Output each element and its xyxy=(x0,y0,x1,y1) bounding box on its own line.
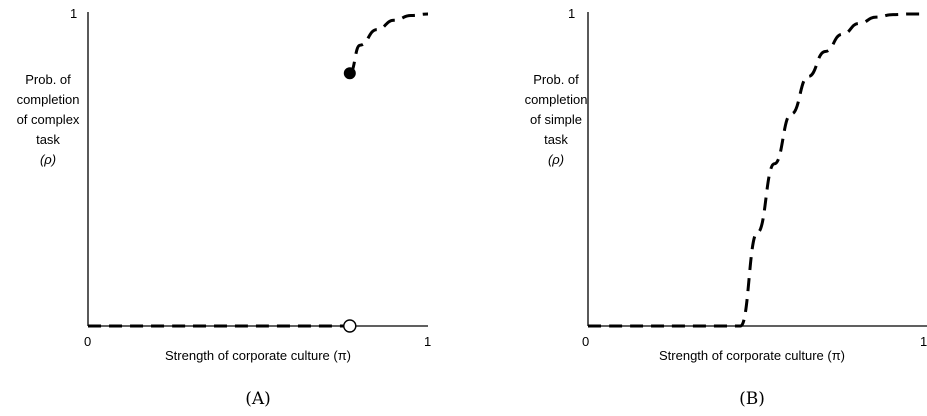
y-axis-label-line-1-b: Prob. of xyxy=(533,72,579,87)
x-tick-0-a: 0 xyxy=(84,334,91,349)
panel-b: 1 0 1 Strength of corporate culture (π) … xyxy=(525,6,927,409)
x-tick-1-a: 1 xyxy=(424,334,431,349)
y-tick-1-b: 1 xyxy=(568,6,575,21)
x-axis-label-b: Strength of corporate culture (π) xyxy=(659,348,845,363)
open-circle-marker-a xyxy=(343,319,357,333)
series-line-upper-a xyxy=(348,12,429,75)
y-axis-label-line-5-b: (ρ) xyxy=(548,152,564,167)
y-axis-label-line-3-a: of complex xyxy=(17,112,80,127)
y-axis-label-line-1-a: Prob. of xyxy=(25,72,71,87)
y-axis-label-line-2-b: completion xyxy=(525,92,588,107)
y-axis-label-line-5-a: (ρ) xyxy=(40,152,56,167)
y-axis-label-line-2-a: completion xyxy=(17,92,80,107)
y-axis-label-line-4-b: task xyxy=(544,132,568,147)
filled-circle-marker-a xyxy=(343,67,356,80)
panel-caption-a: (A) xyxy=(245,389,271,409)
series-group-b xyxy=(588,12,927,328)
y-tick-1-a: 1 xyxy=(70,6,77,21)
y-axis-label-line-3-b: of simple xyxy=(530,112,582,127)
x-axis-label-a: Strength of corporate culture (π) xyxy=(165,348,351,363)
y-axis-label-line-4-a: task xyxy=(36,132,60,147)
panel-a: 1 0 1 Strength of corporate culture (π) … xyxy=(17,6,432,409)
series-group-a xyxy=(88,12,429,333)
panel-caption-b: (B) xyxy=(739,389,765,409)
series-line-curve-b xyxy=(588,12,927,328)
x-tick-1-b: 1 xyxy=(920,334,927,349)
x-tick-0-b: 0 xyxy=(582,334,589,349)
